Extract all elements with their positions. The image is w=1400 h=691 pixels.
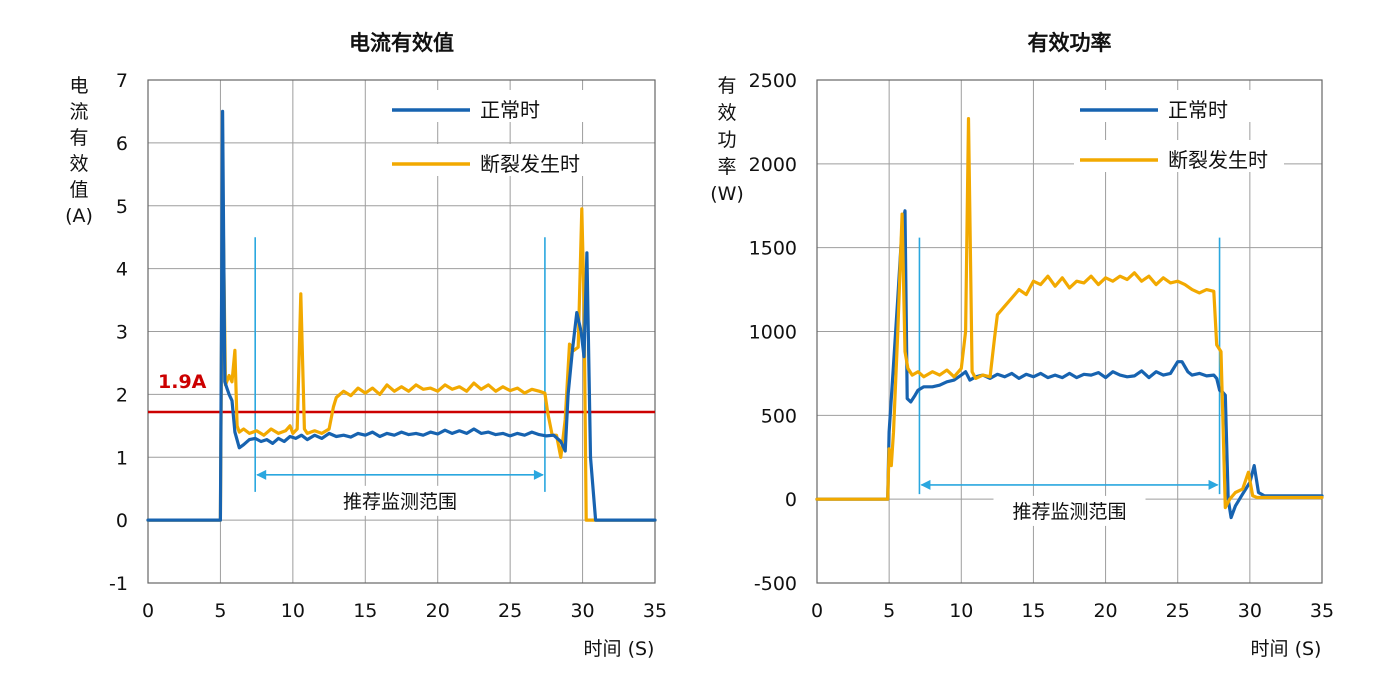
x-tick-label: 25 bbox=[1166, 600, 1190, 622]
range-label-bg bbox=[324, 485, 477, 516]
legend-label: 断裂发生时 bbox=[1168, 148, 1268, 172]
plot-frame bbox=[147, 79, 656, 584]
y-tick-label: 2500 bbox=[749, 70, 797, 92]
legend-label: 正常时 bbox=[480, 98, 540, 122]
y-tick-label: -500 bbox=[754, 573, 797, 595]
x-tick-label: 10 bbox=[281, 600, 305, 622]
x-tick-label: 5 bbox=[883, 600, 895, 622]
x-tick-label: 35 bbox=[643, 600, 667, 622]
x-tick-label: 35 bbox=[1310, 600, 1334, 622]
series-line-fault bbox=[815, 116, 1324, 510]
y-tick-label: 1 bbox=[116, 447, 128, 469]
x-tick-label: 5 bbox=[214, 600, 226, 622]
x-axis-label: 时间 (S) bbox=[1251, 638, 1322, 660]
legend-label: 断裂发生时 bbox=[480, 152, 580, 176]
x-tick-label: 10 bbox=[949, 600, 973, 622]
legend-label: 正常时 bbox=[1168, 98, 1228, 122]
active-power-chart: 有效功率 0 5 10 15 20 25 30 35 -500 0 500 1000 1500 2000 25… bbox=[710, 31, 1334, 660]
y-axis-label: 电 bbox=[69, 75, 88, 97]
plot-frame bbox=[816, 79, 1323, 584]
y-tick-label: 7 bbox=[116, 70, 128, 92]
chart-title: 有效功率 bbox=[1028, 31, 1112, 55]
legend-bg bbox=[1074, 90, 1284, 122]
series-line-normal bbox=[146, 109, 657, 522]
x-tick-label: 30 bbox=[570, 600, 594, 622]
y-tick-label: 3 bbox=[116, 322, 128, 344]
y-tick-label: 1500 bbox=[749, 238, 797, 260]
x-tick-label: 30 bbox=[1238, 600, 1262, 622]
legend-bg bbox=[386, 90, 596, 122]
current-rms-chart: 电流有效值 0 5 10 15 20 25 30 35 -1 0 1 2 3 4 5 6 7 电流有效值 (A) 时间 … bbox=[65, 31, 667, 660]
y-tick-label: 6 bbox=[116, 133, 128, 155]
legend-bg bbox=[386, 144, 596, 176]
arrow-left-icon bbox=[920, 479, 931, 490]
range-label-bg bbox=[993, 495, 1146, 526]
monitoring-range: 推荐监测范围 bbox=[254, 237, 546, 516]
range-label: 推荐监测范围 bbox=[1012, 501, 1126, 523]
y-axis-label: 有 bbox=[717, 75, 736, 97]
range-label: 推荐监测范围 bbox=[343, 491, 457, 513]
x-tick-label: 15 bbox=[353, 600, 377, 622]
series-line-normal bbox=[815, 209, 1324, 520]
threshold-label: 1.9A bbox=[158, 371, 207, 393]
arrow-right-icon bbox=[1208, 479, 1219, 490]
x-tick-label: 0 bbox=[811, 600, 823, 622]
y-axis-label: 有 bbox=[69, 127, 88, 149]
y-tick-label: 2 bbox=[116, 384, 128, 406]
chart-title: 电流有效值 bbox=[349, 31, 454, 55]
arrow-right-icon bbox=[533, 469, 544, 480]
y-axis-label: 率 bbox=[717, 156, 736, 178]
y-tick-label: 4 bbox=[116, 259, 128, 281]
y-axis-label: 流 bbox=[69, 101, 88, 123]
monitoring-range: 推荐监测范围 bbox=[918, 237, 1221, 526]
y-axis-label: 功 bbox=[717, 129, 736, 151]
y-tick-label: 2000 bbox=[749, 154, 797, 176]
x-tick-label: 25 bbox=[498, 600, 522, 622]
x-tick-label: 20 bbox=[1093, 600, 1117, 622]
x-axis-label: 时间 (S) bbox=[584, 638, 655, 660]
y-tick-label: 0 bbox=[785, 489, 797, 511]
y-axis-label: 值 bbox=[69, 179, 88, 201]
y-axis-label: 效 bbox=[717, 102, 736, 124]
x-tick-label: 20 bbox=[426, 600, 450, 622]
y-axis-label: 效 bbox=[69, 153, 88, 175]
y-axis-label: (A) bbox=[65, 205, 93, 227]
legend-bg bbox=[1074, 140, 1284, 172]
y-axis-label: (W) bbox=[710, 183, 744, 205]
arrow-left-icon bbox=[256, 469, 267, 480]
x-tick-label: 0 bbox=[142, 600, 154, 622]
y-tick-label: 1000 bbox=[749, 322, 797, 344]
y-tick-label: -1 bbox=[109, 573, 128, 595]
y-tick-label: 0 bbox=[116, 510, 128, 532]
y-tick-label: 500 bbox=[761, 405, 797, 427]
y-tick-label: 5 bbox=[116, 196, 128, 218]
x-tick-label: 15 bbox=[1021, 600, 1045, 622]
